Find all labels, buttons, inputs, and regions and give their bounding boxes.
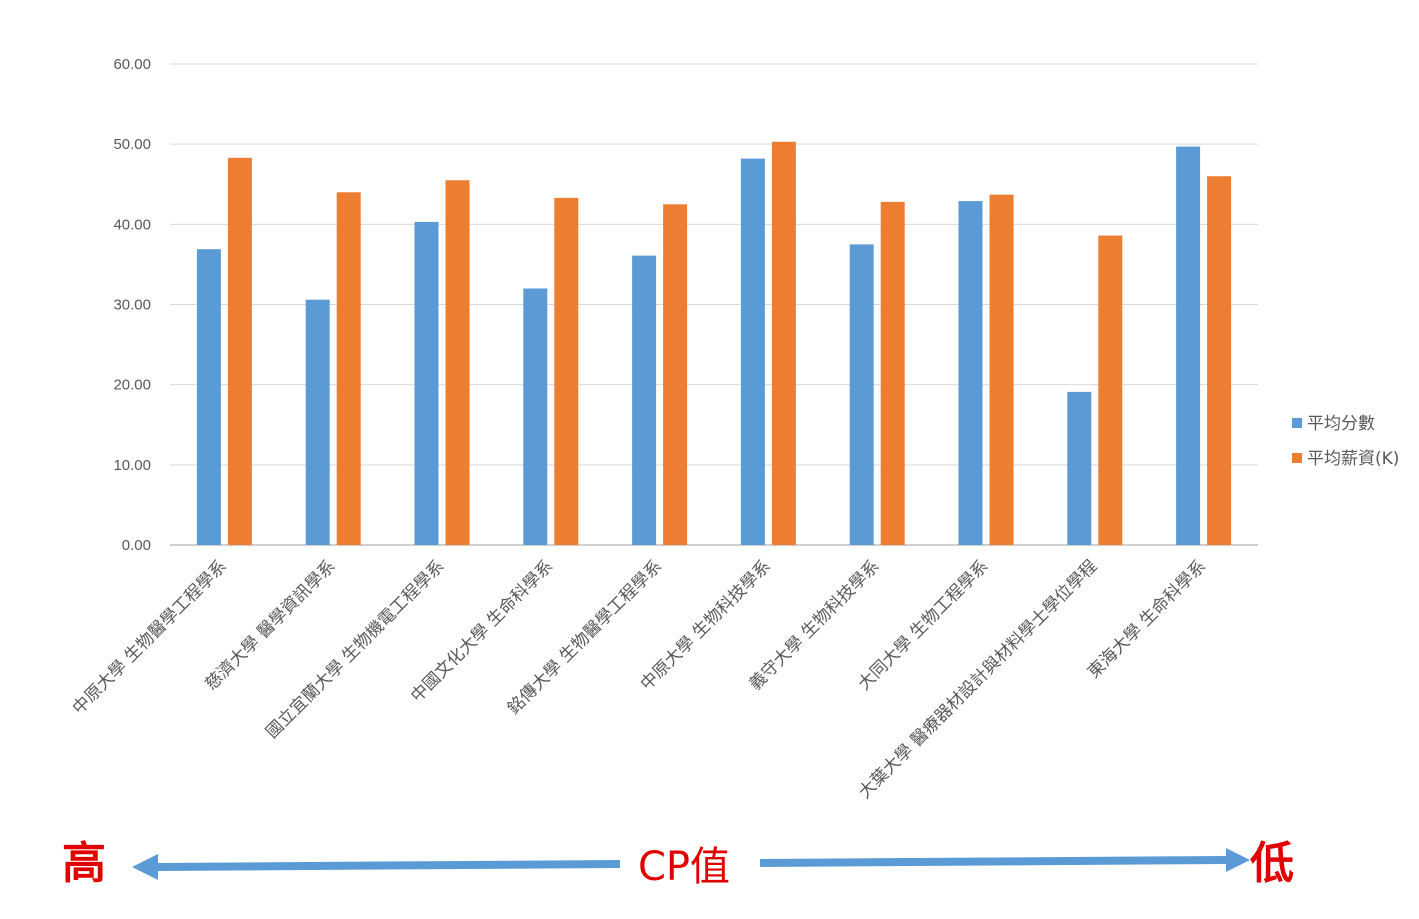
bar-average-salary	[663, 204, 688, 545]
bar-average-score	[632, 255, 657, 545]
y-tick-label: 40.00	[113, 216, 151, 233]
x-category-label: 大葉大學 醫療器材設計與材料學士學位學程	[855, 556, 1101, 802]
high-label: 高	[62, 838, 106, 889]
bars	[196, 141, 1232, 546]
bar-average-score	[523, 288, 548, 545]
cp-annotation: 高 CP值 低	[62, 838, 1294, 890]
bar-average-salary	[771, 141, 796, 546]
bar-average-score	[958, 201, 983, 545]
bar-average-score	[196, 249, 221, 545]
bar-average-salary	[989, 194, 1014, 545]
bar-average-score	[414, 221, 439, 545]
y-tick-label: 50.00	[113, 136, 151, 153]
bar-average-salary	[880, 201, 905, 546]
x-category-label: 中原大學 生物醫學工程學系	[69, 556, 231, 718]
legend-label: 平均薪資(K)	[1307, 449, 1399, 469]
y-tick-label: 20.00	[113, 377, 151, 394]
y-tick-label: 10.00	[113, 457, 151, 474]
bar-average-score	[305, 299, 330, 545]
legend-swatch	[1292, 418, 1302, 428]
bar-average-salary	[227, 157, 252, 546]
bar-average-score	[740, 158, 765, 545]
legend-swatch	[1292, 453, 1302, 463]
bar-average-score	[1176, 146, 1201, 546]
low-label: 低	[1250, 838, 1294, 889]
y-axis-ticks: 0.00 10.00 20.00 30.00 40.00 50.00 60.00	[113, 56, 151, 554]
x-category-label: 東海大學 生命科學系	[1084, 556, 1210, 682]
y-tick-label: 30.00	[113, 297, 151, 314]
y-tick-label: 60.00	[113, 56, 151, 73]
gridlines	[170, 63, 1258, 546]
bar-average-score	[1067, 391, 1092, 545]
right-arrow	[759, 848, 1250, 872]
x-category-label: 國立宜蘭大學 生物機電工程學系	[262, 556, 448, 742]
cp-value-label: CP值	[638, 844, 730, 890]
bar-average-salary	[1207, 176, 1232, 545]
bar-average-salary	[1098, 235, 1123, 545]
y-tick-label: 0.00	[122, 537, 151, 554]
left-arrow	[132, 854, 621, 880]
bar-average-salary	[445, 180, 470, 545]
legend-label: 平均分數	[1307, 414, 1375, 434]
bar-average-score	[849, 244, 874, 545]
bar-average-salary	[554, 197, 579, 545]
bar-average-salary	[336, 192, 361, 545]
